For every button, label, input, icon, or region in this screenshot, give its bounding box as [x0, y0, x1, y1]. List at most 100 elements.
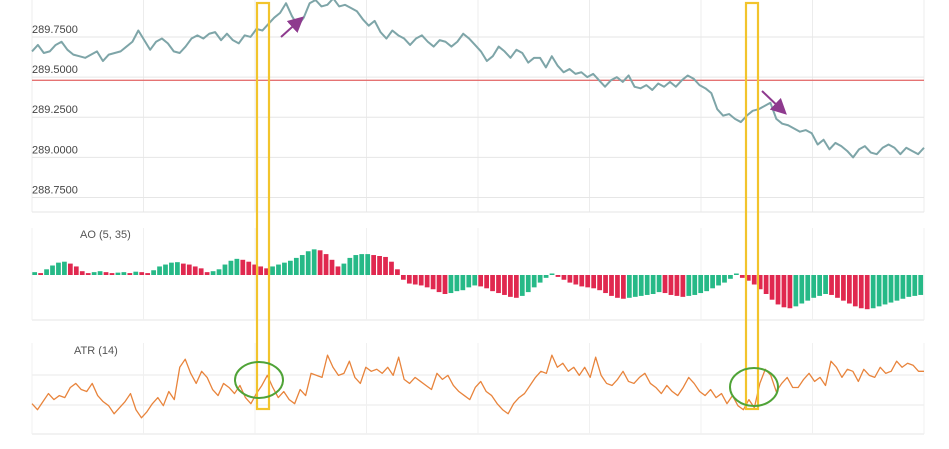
ao-bar [858, 275, 864, 309]
ao-bar [276, 264, 281, 275]
ao-bar [204, 272, 210, 275]
ao-bar [513, 275, 519, 298]
atr-panel [31, 354, 924, 419]
ao-bar [186, 264, 192, 275]
ao-bar [436, 275, 442, 293]
ao-bar [192, 266, 198, 275]
ao-bar [353, 255, 359, 275]
ao-bar [288, 260, 293, 275]
ao-bar [323, 254, 329, 275]
ao-bar [638, 275, 644, 296]
annotation-layer [234, 1, 787, 411]
ao-bar [632, 275, 638, 297]
ao-bar [169, 262, 174, 275]
ao-bar [912, 275, 918, 296]
ao-bar [567, 275, 573, 283]
ao-bar [751, 275, 757, 285]
ao-bar [293, 257, 299, 275]
ao-bar [531, 275, 537, 288]
ao-bar [85, 273, 91, 275]
price-y-tick-label: 289.0000 [32, 144, 78, 156]
ao-bar [389, 261, 394, 275]
ao-bar [216, 269, 222, 275]
ao-bar [585, 275, 591, 288]
ao-bar [73, 266, 79, 275]
ao-bar [555, 275, 561, 277]
ao-bar [44, 269, 49, 275]
ao-bar [775, 275, 781, 305]
ao-bar [478, 275, 484, 287]
ao-bar [739, 275, 745, 278]
ao-bar [745, 275, 751, 281]
ao-bar [377, 256, 382, 275]
ao-bar [549, 273, 555, 275]
ao-bar [91, 272, 97, 275]
ao-bar [823, 275, 828, 294]
ao-bar [626, 275, 632, 298]
ao-bar [157, 266, 162, 275]
highlight-band [744, 1, 760, 411]
ao-bar [56, 262, 61, 275]
ao-bar [841, 275, 846, 301]
ao-bar [282, 262, 287, 275]
ao-bar [32, 272, 38, 275]
ao-bar [710, 275, 715, 289]
ao-bar [846, 275, 852, 304]
ao-bar [918, 275, 924, 295]
ao-bar [472, 275, 478, 286]
ao-bar [103, 272, 109, 275]
ao-bar [728, 275, 733, 279]
ao-bar [371, 255, 377, 275]
ao-bar [621, 275, 626, 299]
ao-bar [757, 275, 763, 290]
ao-bar [508, 275, 513, 297]
ao-bar [341, 263, 347, 275]
ao-bar [502, 275, 507, 295]
ao-bar [519, 275, 525, 296]
ao-bar [805, 275, 811, 301]
ao-bar [67, 263, 73, 275]
ao-bar [175, 262, 180, 275]
ao-bar [894, 275, 900, 301]
ao-bar [543, 275, 549, 278]
ao-bar [650, 275, 656, 294]
ao-bar [305, 251, 311, 275]
ao-bar [335, 266, 341, 275]
ao-bar [198, 268, 204, 275]
ao-bar [228, 260, 234, 275]
ao-bar [121, 272, 127, 275]
price-panel: 289.7500 289.5000 289.2500 289.0000 288.7500 [31, 0, 925, 197]
ao-bar [769, 275, 775, 300]
ao-bar [680, 275, 686, 297]
ao-bar [234, 258, 240, 275]
ao-bar [799, 275, 805, 304]
ao-bar [109, 273, 115, 275]
price-y-tick-label: 289.7500 [32, 24, 78, 36]
ao-panel [32, 249, 924, 310]
ao-bar [115, 272, 121, 275]
ao-bar [579, 275, 585, 287]
ao-bar [793, 275, 799, 307]
ao-bar [454, 275, 460, 292]
ao-bar [609, 275, 614, 296]
highlight-band [255, 1, 271, 411]
ao-bar [835, 275, 840, 298]
ao-bar [829, 275, 834, 295]
ao-bar [573, 275, 579, 285]
ao-bar [704, 275, 710, 292]
ao-bar [787, 275, 793, 309]
highlight-circle [729, 367, 779, 407]
ao-bar [662, 275, 668, 294]
price-y-tick-label: 289.5000 [32, 64, 78, 76]
ao-bar [347, 257, 353, 275]
ao-bar [163, 264, 168, 275]
ao-bar [359, 254, 365, 275]
ao-bar [734, 273, 739, 275]
ao-bar [97, 271, 103, 275]
ao-bar [591, 275, 597, 289]
annotation-arrow-down [761, 90, 787, 115]
annotation-arrow-up [280, 16, 304, 38]
ao-bar [496, 275, 501, 294]
ao-bar [668, 275, 674, 295]
